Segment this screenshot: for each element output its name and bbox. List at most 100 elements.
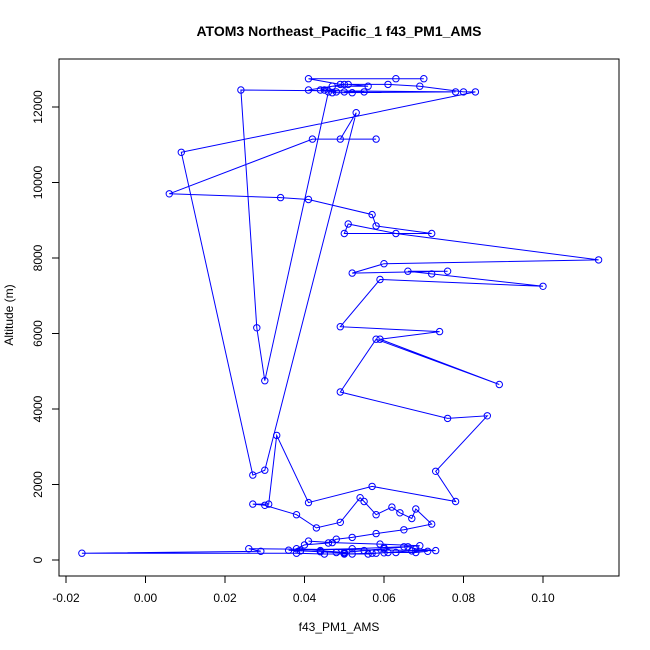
x-tick-label: 0.02	[213, 591, 237, 605]
data-point	[372, 511, 380, 519]
data-point	[408, 547, 416, 555]
data-point	[340, 229, 348, 238]
x-axis: -0.02 0.00 0.02 0.04 0.06 0.08 0.10	[52, 575, 555, 605]
data-point	[372, 529, 380, 538]
data-point	[348, 269, 356, 277]
data-point	[177, 148, 186, 157]
data-point	[435, 327, 444, 336]
data-point	[332, 88, 340, 96]
data-point	[340, 88, 348, 96]
data-point	[261, 466, 269, 474]
data-point	[276, 193, 285, 202]
data-point	[380, 260, 388, 268]
data-point	[539, 282, 547, 290]
data-point	[483, 412, 491, 420]
data-point	[344, 80, 352, 89]
data-point	[368, 210, 376, 219]
y-tick-label: 2000	[31, 471, 45, 498]
data-point	[284, 546, 293, 554]
data-point	[249, 471, 257, 479]
data-point	[412, 548, 420, 557]
data-point	[408, 514, 416, 523]
x-tick-label: 0.08	[452, 591, 476, 605]
data-point	[416, 542, 424, 550]
y-tick-label: 6000	[31, 320, 45, 347]
data-point	[340, 80, 348, 89]
data-point	[428, 520, 436, 528]
data-point	[273, 431, 281, 440]
data-point	[296, 547, 305, 555]
data-point	[304, 75, 313, 83]
data-point	[376, 335, 384, 343]
data-point	[344, 220, 352, 228]
data-point	[336, 518, 344, 526]
y-axis: 0 2000 4000 6000 8000 10000 12000	[31, 90, 60, 563]
data-point	[360, 88, 368, 96]
data-point	[372, 549, 380, 557]
data-point	[594, 256, 603, 264]
x-tick-label: 0.10	[531, 591, 555, 605]
data-point	[304, 195, 313, 204]
data-point	[424, 547, 432, 555]
data-point	[340, 549, 348, 557]
data-point	[495, 380, 503, 389]
data-point	[348, 89, 356, 97]
data-point	[443, 414, 452, 423]
data-point	[392, 75, 400, 83]
data-point	[368, 482, 376, 491]
data-point	[384, 80, 392, 89]
data-point	[404, 543, 412, 551]
data-point	[336, 135, 344, 143]
data-point	[292, 549, 301, 557]
data-point	[404, 267, 412, 275]
data-point	[261, 377, 269, 385]
data-point	[316, 548, 325, 556]
series-line	[81, 78, 599, 555]
data-point	[348, 533, 356, 542]
data-point	[265, 500, 273, 508]
data-point	[257, 547, 265, 555]
data-point	[376, 540, 384, 548]
x-tick-label: 0.06	[372, 591, 396, 605]
data-point	[356, 494, 364, 502]
data-point	[364, 550, 372, 558]
data-point	[292, 545, 301, 553]
y-tick-label: 0	[31, 556, 45, 563]
data-point	[372, 222, 380, 230]
data-point	[78, 549, 86, 557]
data-point	[249, 500, 257, 508]
y-axis-label: Altitude (m)	[2, 284, 16, 345]
data-point	[312, 524, 321, 532]
x-tick-label: 0.00	[134, 591, 158, 605]
data-point	[360, 497, 368, 506]
x-tick-label: 0.04	[293, 591, 317, 605]
y-tick-label: 10000	[31, 165, 45, 199]
data-point	[459, 88, 468, 96]
data-point	[432, 546, 440, 555]
data-point	[451, 88, 460, 96]
data-point	[428, 229, 436, 238]
data-point	[320, 550, 329, 558]
data-point	[348, 545, 356, 553]
data-point	[416, 82, 424, 90]
data-point	[400, 543, 408, 551]
x-tick-label: -0.02	[52, 591, 80, 605]
data-point	[324, 539, 333, 547]
data-point	[364, 82, 372, 90]
data-point	[428, 270, 436, 278]
data-point	[400, 526, 408, 534]
data-point	[328, 89, 336, 97]
data-point	[292, 511, 301, 519]
data-point	[332, 548, 340, 557]
data-point	[328, 538, 336, 547]
data-point	[336, 388, 344, 396]
data-point	[304, 498, 313, 507]
data-point	[245, 545, 253, 553]
data-point	[451, 497, 460, 506]
y-tick-label: 12000	[31, 90, 45, 124]
data-point	[348, 550, 356, 558]
data-point	[165, 190, 174, 198]
data-point	[471, 88, 480, 96]
data-point	[388, 503, 396, 511]
